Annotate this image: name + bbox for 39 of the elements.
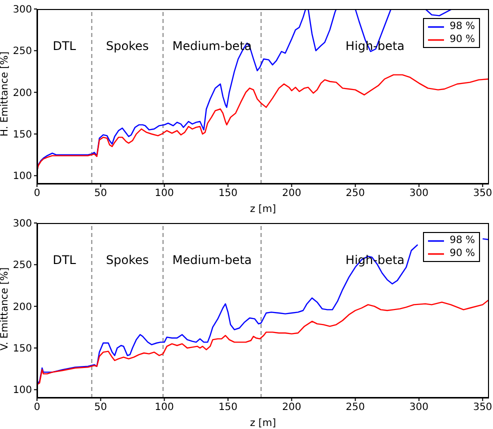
x-tick-label: 200 — [282, 402, 302, 414]
x-axis-title: z [m] — [250, 204, 276, 215]
x-tick-label: 100 — [154, 402, 174, 414]
x-tick-label: 100 — [154, 188, 174, 200]
y-tick-label: 300 — [12, 4, 32, 16]
legend-label: 90 % — [450, 33, 475, 46]
annotation: Spokes — [106, 253, 149, 268]
x-tick-label: 300 — [409, 188, 429, 200]
y-tick-label: 150 — [12, 130, 32, 141]
annotation: DTL — [52, 253, 76, 268]
y-tick-label: 150 — [12, 344, 32, 355]
legend-label: 98 % — [450, 234, 475, 247]
x-tick-label: 350 — [473, 188, 492, 200]
x-tick-label: 250 — [346, 402, 365, 414]
x-tick-label: 350 — [473, 402, 492, 414]
y-axis-title: V. Emittance [%] — [0, 267, 11, 350]
x-tick-label: 0 — [34, 402, 40, 414]
x-tick-label: 200 — [282, 188, 302, 200]
y-tick-label: 200 — [12, 302, 32, 313]
x-tick-label: 300 — [409, 402, 429, 414]
y-tick-label: 300 — [12, 218, 32, 230]
y-axis-title: H. Emittance [%] — [0, 51, 11, 136]
x-tick-label: 150 — [218, 402, 238, 414]
y-tick-label: 250 — [12, 46, 32, 58]
x-tick-label: 150 — [218, 188, 238, 200]
annotation: DTL — [52, 39, 76, 54]
annotation: Medium-beta — [172, 253, 252, 268]
x-axis-title: z [m] — [250, 418, 276, 429]
x-tick-label: 50 — [94, 188, 108, 200]
y-tick-label: 100 — [12, 171, 32, 182]
y-tick-label: 200 — [12, 88, 32, 99]
y-tick-label: 100 — [12, 385, 32, 396]
y-tick-label: 250 — [12, 260, 32, 272]
legend-label: 98 % — [450, 20, 475, 33]
legend-label: 90 % — [450, 247, 475, 260]
x-tick-label: 0 — [34, 188, 40, 200]
annotation: Spokes — [106, 39, 149, 54]
x-tick-label: 250 — [346, 188, 365, 200]
x-tick-label: 50 — [94, 402, 108, 414]
